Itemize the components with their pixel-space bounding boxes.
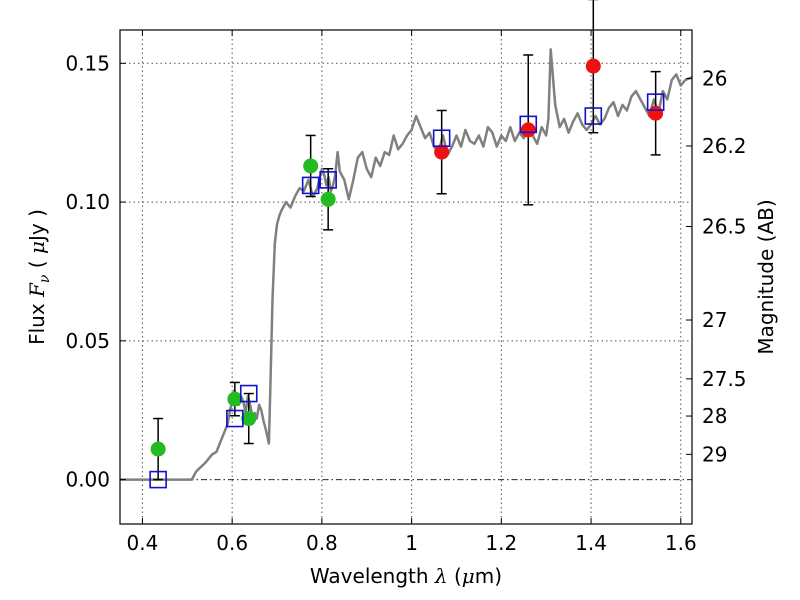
model-photometry-square <box>432 129 451 148</box>
model-photometry-square <box>239 384 258 403</box>
red-data-point <box>648 105 664 121</box>
model-photometry-square <box>149 470 167 489</box>
x-tick-label: 0.4 <box>127 531 159 555</box>
y2-tick-labels: 26 26.2 26.5 27 27.5 28 29 <box>702 67 747 467</box>
error-bars <box>153 0 661 481</box>
observed-green-points <box>150 158 336 457</box>
model-photometry-square <box>584 107 603 125</box>
plot-frame <box>119 29 693 525</box>
grid <box>120 30 692 524</box>
axis-ticks <box>120 30 692 524</box>
y2-tick-label: 26.2 <box>702 134 747 158</box>
red-data-point <box>585 58 601 74</box>
red-data-point <box>434 144 450 160</box>
y-tick-label: 0.15 <box>65 51 110 75</box>
y-tick-labels: 0.00 0.05 0.10 0.15 <box>65 51 110 491</box>
y-axis-title: Flux Fν ( μJy ) <box>25 209 53 345</box>
y-tick-label: 0.00 <box>65 468 110 492</box>
model-photometry-square <box>301 176 320 195</box>
model-spectrum-line <box>120 48 693 481</box>
y2-tick-label: 26.5 <box>702 214 747 238</box>
red-data-point <box>520 122 536 138</box>
green-data-point <box>150 441 166 457</box>
model-photometry-square <box>226 409 244 428</box>
y-tick-label: 0.10 <box>65 190 110 214</box>
model-photometry-square <box>519 115 538 134</box>
model-photometry-square <box>646 93 665 111</box>
green-data-point <box>241 411 257 427</box>
x-tick-label: 0.8 <box>306 531 338 555</box>
y2-tick-label: 26 <box>702 67 727 91</box>
x-tick-label: 1.2 <box>485 531 517 555</box>
model-photometry-squares <box>149 93 665 489</box>
y2-tick-label: 28 <box>702 404 727 428</box>
x-tick-label: 1.4 <box>575 531 607 555</box>
y2-tick-label: 27 <box>702 308 727 332</box>
green-data-point <box>303 158 319 174</box>
x-tick-label: 1 <box>405 531 418 555</box>
y2-axis-title: Magnitude (AB) <box>754 199 778 354</box>
x-axis-title: Wavelength λ (μm) <box>310 564 502 588</box>
x-tick-label: 0.6 <box>216 531 248 555</box>
x-tick-labels: 0.4 0.6 0.8 1 1.2 1.4 1.6 <box>127 531 697 555</box>
green-data-point <box>227 391 243 407</box>
y2-tick-label: 29 <box>702 442 727 466</box>
x-tick-label: 1.6 <box>665 531 697 555</box>
y-tick-label: 0.05 <box>65 329 110 353</box>
model-spectrum <box>120 48 693 481</box>
y2-tick-label: 27.5 <box>702 367 747 391</box>
green-data-point <box>320 191 336 207</box>
model-photometry-square <box>319 171 337 189</box>
